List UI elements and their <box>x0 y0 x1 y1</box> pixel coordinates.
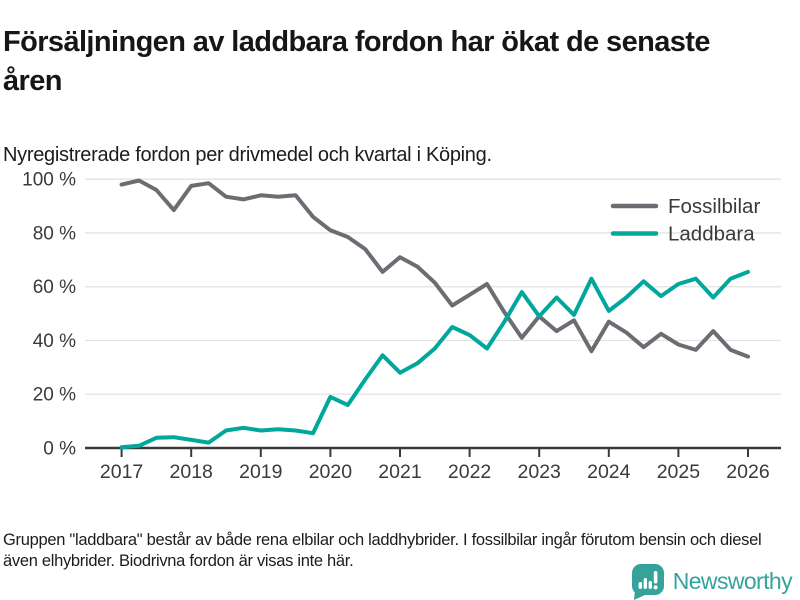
brand-name: Newsworthy <box>672 567 793 594</box>
page-title: Försäljningen av laddbara fordon har öka… <box>3 26 710 97</box>
brand-row: Newsworthy <box>631 563 793 600</box>
page-subtitle: Nyregistrerade fordon per drivmedel och … <box>3 144 492 166</box>
x-tick-label: 2018 <box>170 461 213 483</box>
y-tick-label: 0 % <box>43 439 76 460</box>
y-tick-label: 20 % <box>33 385 76 406</box>
x-tick-label: 2026 <box>726 461 769 483</box>
newsworthy-logo-icon <box>631 563 664 600</box>
x-tick-label: 2024 <box>587 461 631 483</box>
vehicle-share-line-chart: 0 % 20 % 40 % 60 % 80 % 100 % 2017 2018 2019 2020… <box>22 170 781 483</box>
series-line-laddbara <box>119 269 750 450</box>
x-tick-label: 2020 <box>309 461 353 483</box>
legend-label-fossilbilar: Fossilbilar <box>668 195 760 218</box>
x-tick-label: 2025 <box>657 461 701 483</box>
series-line-fossilbilar <box>119 178 750 359</box>
y-tick-label: 100 % <box>22 170 76 191</box>
y-tick-label: 40 % <box>33 331 76 352</box>
x-tick-label: 2017 <box>100 461 143 483</box>
y-tick-label: 80 % <box>33 223 76 244</box>
legend-label-laddbara: Laddbara <box>668 223 755 246</box>
y-tick-label: 60 % <box>33 277 76 298</box>
x-tick-label: 2021 <box>378 461 421 483</box>
x-tick-label: 2023 <box>518 461 561 483</box>
x-tick-label: 2022 <box>448 461 491 483</box>
chart-footnote: Gruppen "laddbara" består av både rena e… <box>3 530 762 571</box>
x-tick-label: 2019 <box>239 461 282 483</box>
